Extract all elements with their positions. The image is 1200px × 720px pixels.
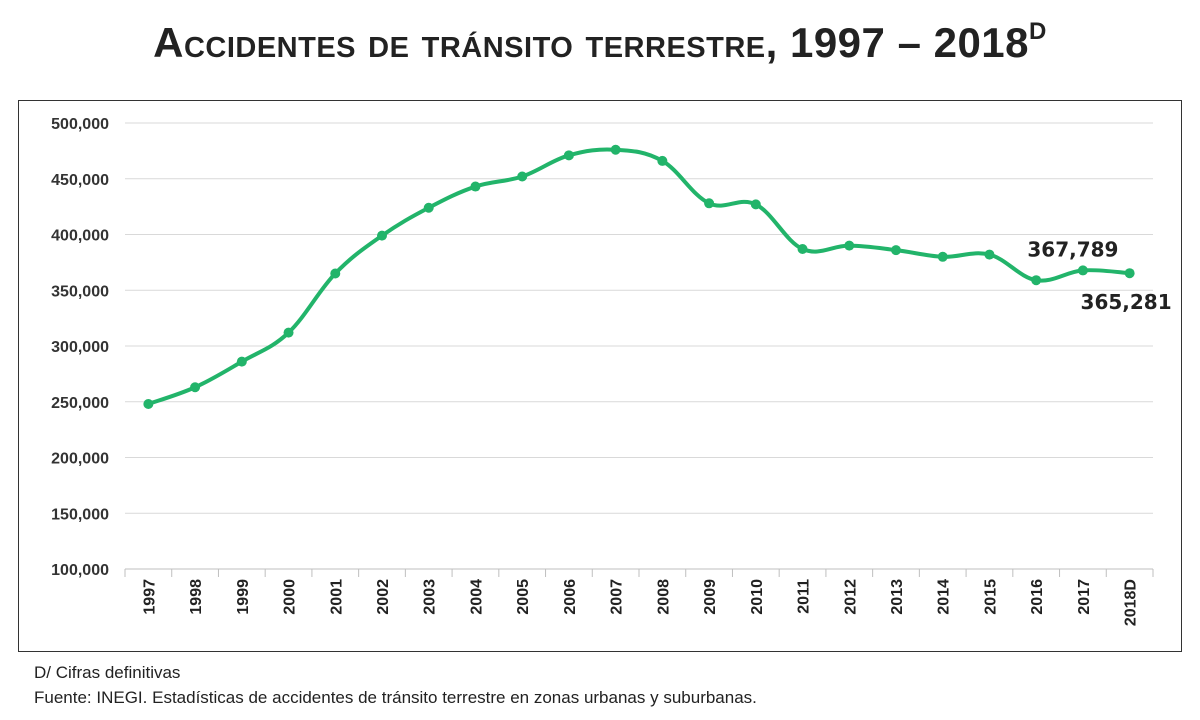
data-point — [704, 198, 715, 209]
x-tick-label: 2000 — [282, 579, 299, 615]
x-tick-label: 2016 — [1029, 579, 1046, 615]
data-point — [283, 327, 294, 338]
data-point — [984, 249, 995, 260]
data-point — [657, 155, 668, 166]
chart-title-text: Accidentes de tránsito terrestre, 1997 –… — [153, 19, 1030, 66]
data-point — [797, 243, 808, 254]
y-tick-label: 100,000 — [51, 562, 109, 579]
data-point — [937, 251, 948, 262]
data-point — [1077, 265, 1088, 276]
y-tick-label: 350,000 — [51, 283, 109, 300]
data-point — [750, 199, 761, 210]
y-tick-label: 500,000 — [51, 116, 109, 133]
x-tick-label: 1997 — [141, 579, 158, 615]
data-label: 367,789 — [1027, 237, 1118, 261]
x-tick-label: 2013 — [889, 579, 906, 615]
x-tick-label: 2007 — [609, 579, 626, 615]
x-tick-label: 1999 — [235, 579, 252, 615]
y-tick-label: 450,000 — [51, 172, 109, 189]
data-point — [236, 356, 247, 367]
y-tick-label: 150,000 — [51, 506, 109, 523]
x-tick-label: 1998 — [188, 579, 205, 615]
data-point — [1124, 268, 1135, 279]
data-point — [891, 245, 901, 256]
x-tick-label: 2010 — [749, 579, 766, 615]
x-tick-label: 2012 — [842, 579, 859, 615]
x-tick-label: 2014 — [936, 579, 953, 615]
series-line — [146, 147, 1132, 406]
x-tick-label: 2006 — [562, 579, 579, 615]
data-point — [377, 230, 387, 241]
chart-title: Accidentes de tránsito terrestre, 1997 –… — [0, 18, 1200, 67]
x-tick-label: 2018D — [1123, 579, 1140, 626]
y-tick-label: 200,000 — [51, 451, 109, 468]
x-tick-label: 2005 — [515, 579, 532, 615]
x-tick-label: 2009 — [702, 579, 719, 615]
x-tick-label: 2008 — [655, 579, 672, 615]
data-point — [330, 268, 341, 279]
x-tick-label: 2002 — [375, 579, 392, 615]
x-tick-label: 2001 — [328, 579, 345, 615]
x-tick-label: 2003 — [422, 579, 439, 615]
x-tick-label: 2017 — [1076, 579, 1093, 615]
x-tick-label: 2011 — [796, 579, 813, 614]
data-point — [1031, 275, 1042, 286]
line-chart: 100,000 150,000 200,000 250,000 300,000 350,0… — [51, 116, 1172, 626]
y-tick-label: 250,000 — [51, 395, 109, 412]
chart-area: 100,000 150,000 200,000 250,000 300,000 350,0… — [18, 100, 1182, 652]
source-note: Fuente: INEGI. Estadísticas de accidente… — [34, 688, 757, 707]
data-point — [470, 181, 481, 192]
chart-title-superscript: D — [1029, 18, 1047, 45]
x-tick-label: 2015 — [982, 579, 999, 615]
y-tick-label: 300,000 — [51, 339, 109, 356]
data-point — [423, 202, 434, 213]
x-tick-label: 2004 — [468, 579, 485, 615]
footnote: D/ Cifras definitivas — [34, 663, 181, 682]
data-point — [143, 398, 154, 409]
data-point — [190, 382, 201, 393]
data-point — [563, 150, 574, 161]
data-label: 365,281 — [1081, 290, 1172, 314]
y-tick-label: 400,000 — [51, 228, 109, 245]
data-point — [610, 144, 621, 155]
data-point — [844, 240, 855, 251]
data-point — [517, 171, 528, 182]
